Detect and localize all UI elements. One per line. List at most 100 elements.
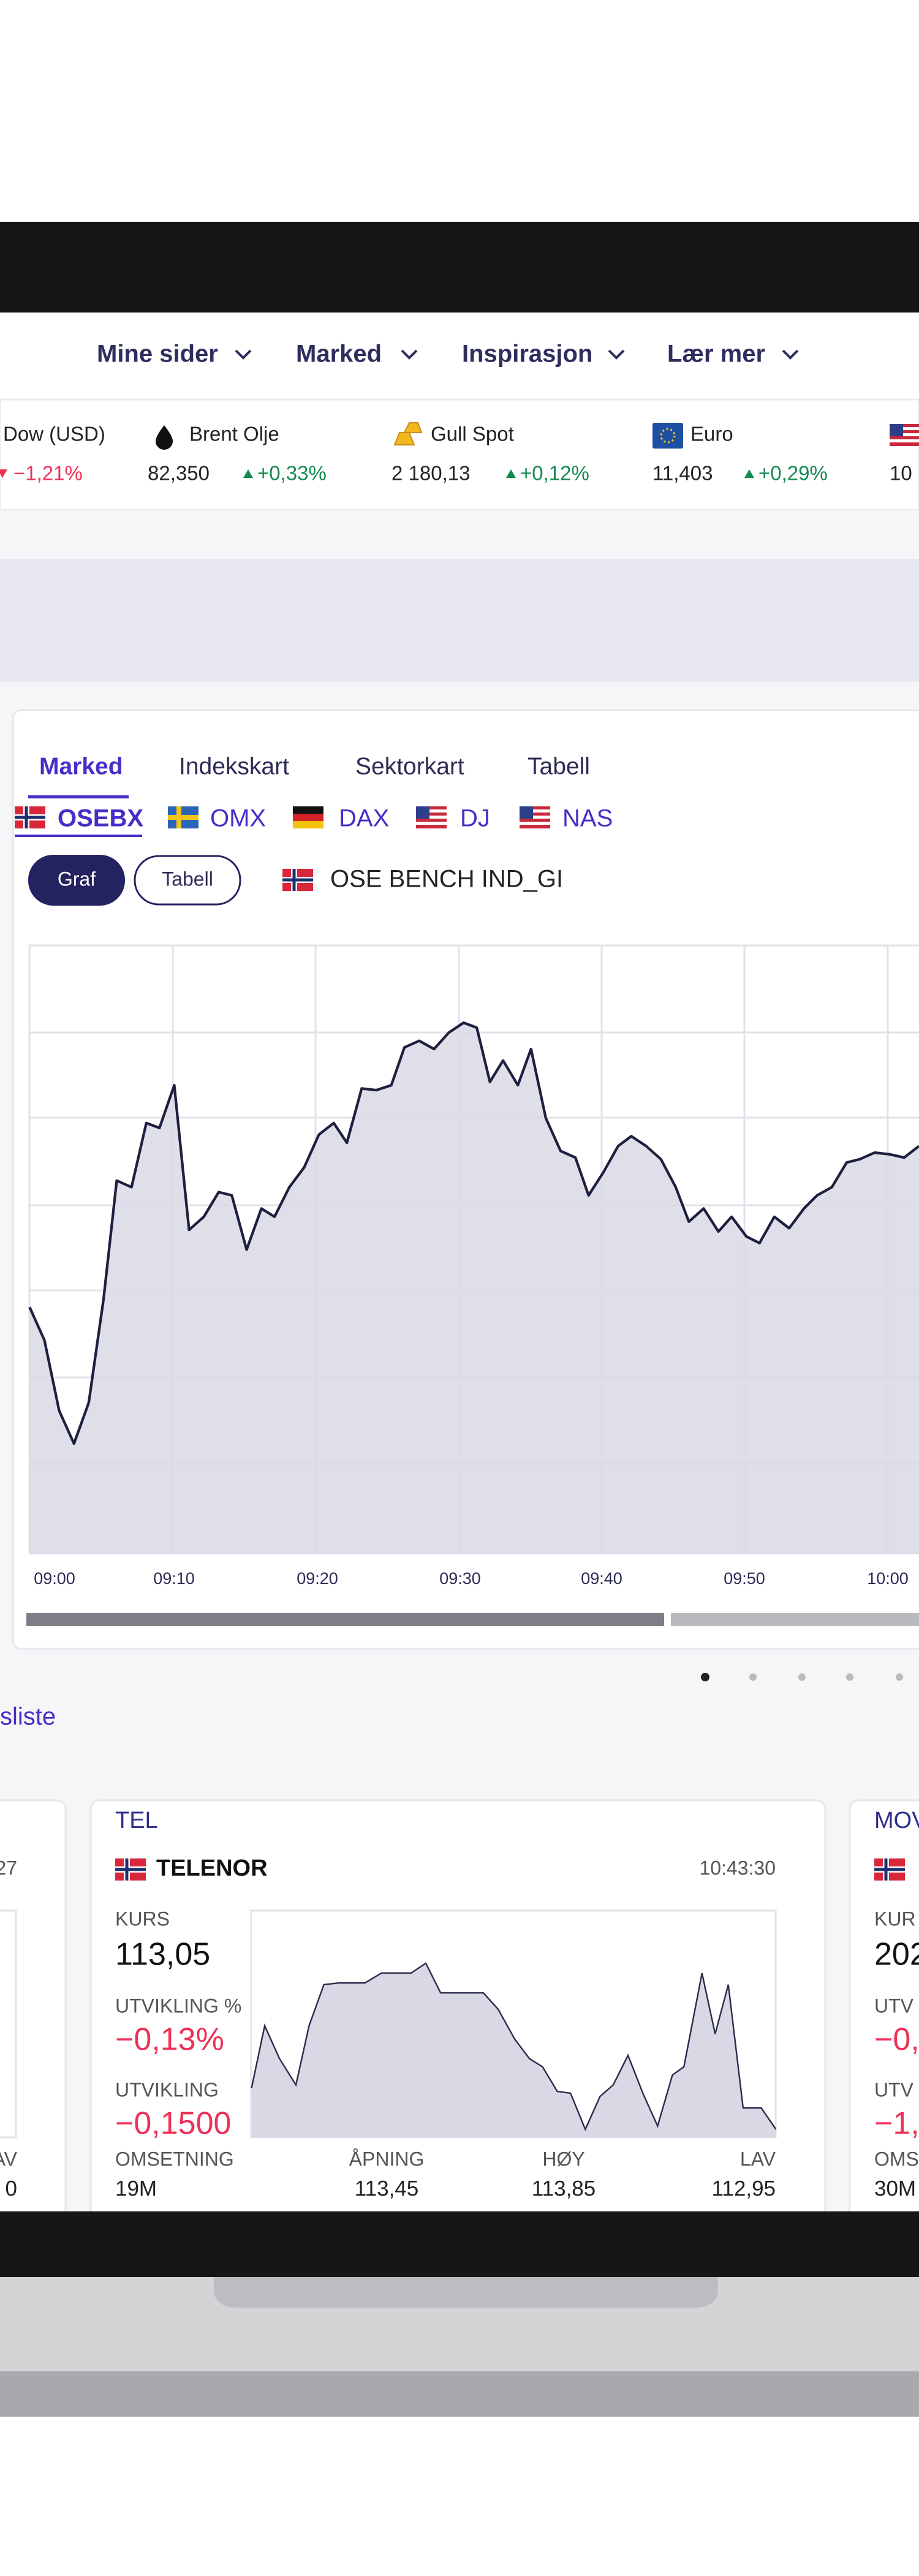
field-value: 113,05 [115,1937,210,1972]
us-flag [890,424,919,446]
flag [293,806,323,828]
index-tab[interactable]: NAS [562,805,613,832]
flag [282,869,313,891]
index-tab[interactable]: DAX [339,805,389,832]
ticker-name[interactable]: Dow (USD) [3,423,105,445]
field-label: UTVIKLING [115,2078,219,2101]
ticker-bar [0,398,919,511]
euro-stars [660,428,676,444]
flag [874,1858,905,1881]
field-label: UTV [874,2078,914,2101]
ticker-name[interactable]: Euro [690,423,733,445]
field-label: OMS [874,2148,919,2170]
graf-button[interactable] [28,855,125,906]
mini-chart-box [0,1909,17,2138]
ticker-change: +0,29% [758,462,828,485]
field-value: −0,1500 [115,2106,231,2142]
flag [520,806,550,828]
ticker-name[interactable]: Gull Spot [431,423,514,445]
tab[interactable]: Tabell [528,753,590,779]
flag [15,806,45,828]
button-label: Graf [58,868,96,890]
field-value: 112,95 [712,2176,776,2200]
company-name: TELENOR [156,1855,268,1881]
nav-item[interactable]: Marked [296,341,382,368]
screen-bezel [0,2211,919,2277]
field-label: UTVIKLING % [115,1995,241,2017]
oil-icon [156,425,173,450]
nav-bar [0,313,919,400]
scrollbar-track [671,1613,919,1626]
mini-line [251,1962,777,2132]
x-label: 09:00 [34,1569,75,1588]
mini-area [251,1963,776,2138]
index-tab[interactable]: OSEBX [58,805,143,832]
screen-bezel [0,222,919,313]
tab[interactable]: Indekskart [179,753,289,779]
price-chart [28,1021,919,1554]
index-underline [15,835,142,837]
x-label: 09:40 [581,1569,622,1588]
index-tab[interactable]: DJ [460,805,490,832]
gold-icon [393,422,423,445]
x-label: 09:20 [297,1569,338,1588]
ticker-value: 82,350 [148,462,210,485]
instrument-name: OSE BENCH IND_GI [330,866,563,893]
tabell-button[interactable] [134,855,241,906]
ticker-name[interactable]: Brent Olje [189,423,279,445]
nav-item[interactable]: Lær mer [667,341,765,368]
x-label: 09:50 [724,1569,765,1588]
laptop-base-edge [0,2371,919,2417]
price-area [29,1023,919,1554]
ticker: TEL [115,1808,158,1833]
price-line [28,1021,919,1445]
index-tab[interactable]: OMX [210,805,266,832]
field-label: OMSETNING [115,2148,234,2170]
field-label: LAV [740,2148,776,2170]
field-value: 202 [874,1937,919,1972]
field-value: 19M [115,2176,157,2200]
field-value: −0, [874,2022,919,2058]
page-dot[interactable] [846,1673,853,1681]
field-label: LAV [0,2148,18,2170]
chevron [235,349,252,360]
mini-chart [251,1962,777,2138]
nav-item[interactable]: Inspirasjon [462,341,592,368]
ticker: MOV [874,1808,919,1833]
ticker-value: 2 180,13 [391,462,470,485]
ticker-change: −1,21% [13,462,83,485]
up-arrow [506,469,516,478]
laptop-notch [214,2277,718,2308]
ticker-value: 11,403 [652,462,713,485]
tab-underline [28,795,129,798]
down-arrow [0,469,7,478]
button-label: Tabell [162,868,213,890]
x-label: 09:10 [153,1569,195,1588]
page-dot[interactable] [749,1673,757,1681]
link[interactable]: sliste [0,1703,56,1730]
nav-item[interactable]: Mine sider [97,341,218,368]
banner [0,559,919,682]
x-label: 10:00 [867,1569,909,1588]
tab[interactable]: Marked [39,753,123,779]
page-dot[interactable] [896,1673,903,1681]
field-label: UTV [874,1995,914,2017]
tab[interactable]: Sektorkart [355,753,464,779]
flag [416,806,447,828]
chevron [401,349,418,360]
time: 10:43:30 [699,1857,776,1879]
ticker-change: +0,12% [520,462,589,485]
scrollbar-thumb[interactable] [26,1613,664,1626]
field-value: 0 [6,2176,17,2200]
field-value: −0,13% [115,2022,224,2058]
page-dot[interactable] [701,1673,709,1681]
flag [115,1858,146,1881]
field-label: KURS [115,1907,170,1930]
time: 27 [0,1857,17,1879]
x-label: 09:30 [439,1569,481,1588]
page-dot[interactable] [798,1673,806,1681]
field-label: ÅPNING [349,2148,425,2170]
chevron [782,349,799,360]
field-value: −1, [874,2106,919,2142]
